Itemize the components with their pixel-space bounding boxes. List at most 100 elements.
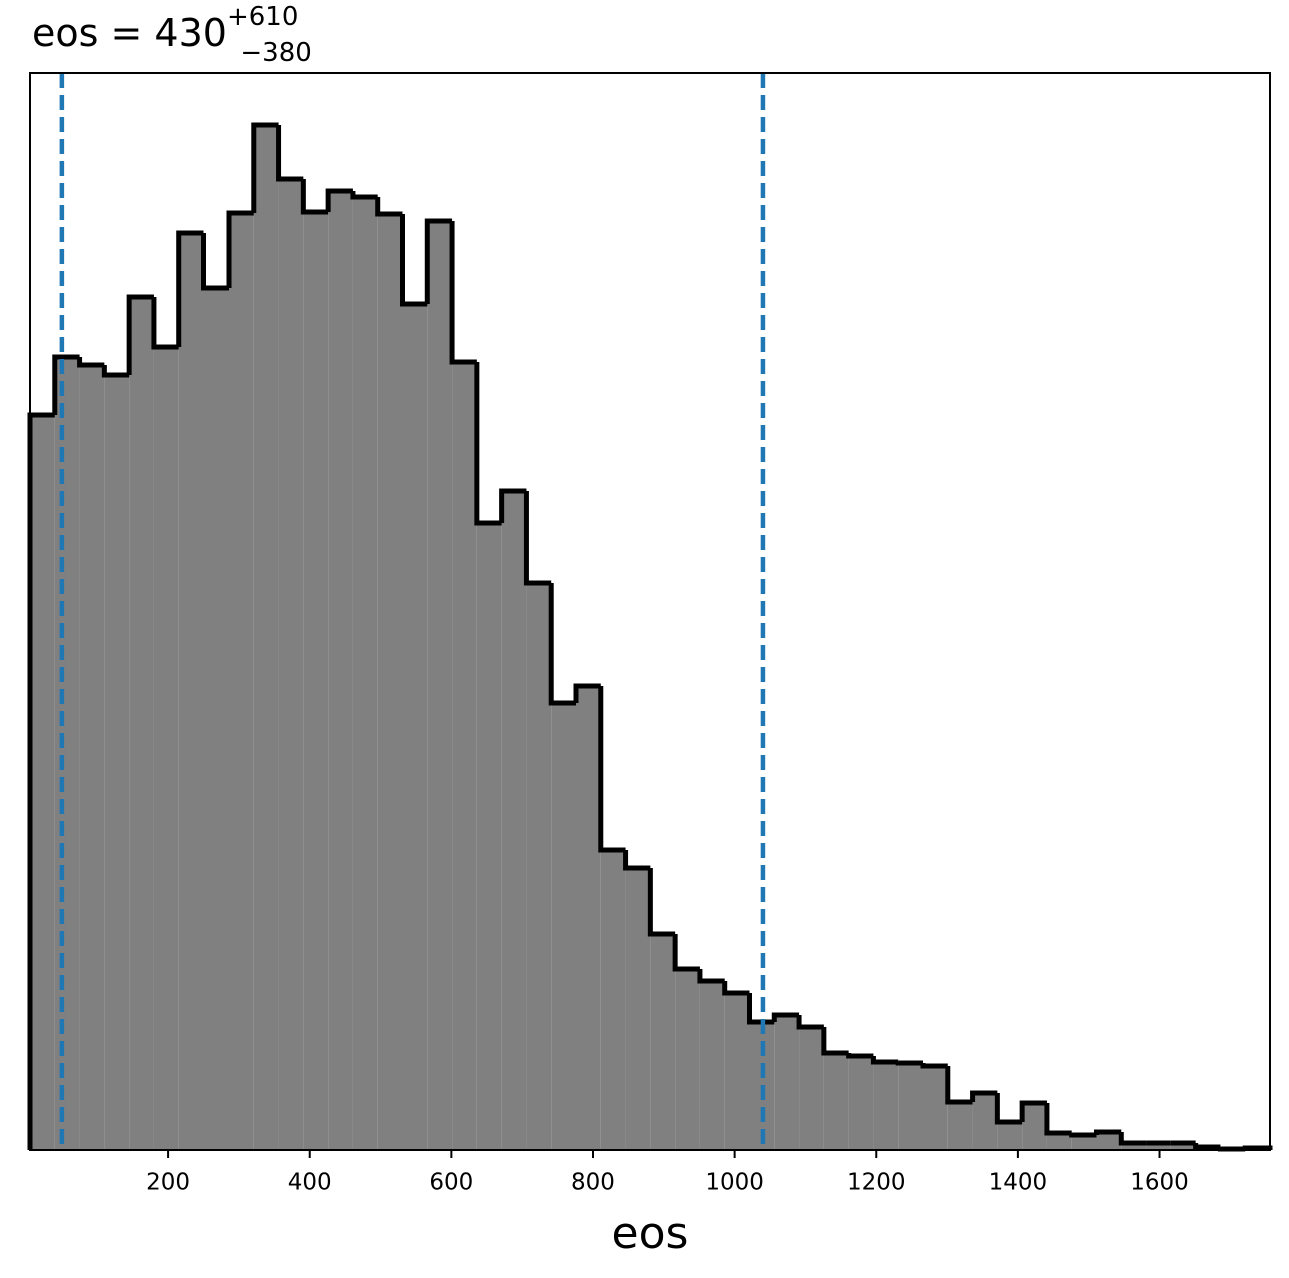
bar xyxy=(203,288,229,1150)
x-tick-label: 1400 xyxy=(989,1170,1048,1196)
bar xyxy=(328,191,353,1150)
bar-outline xyxy=(846,1053,874,1059)
bar-outline xyxy=(499,488,527,523)
bar-outline xyxy=(300,179,329,215)
bar xyxy=(675,969,700,1150)
bar-outline xyxy=(573,683,601,703)
bar xyxy=(947,1102,973,1150)
bar xyxy=(650,934,676,1150)
title-main: eos = 430 xyxy=(32,11,227,55)
bar xyxy=(54,357,80,1150)
bar-outline xyxy=(672,934,700,972)
bar xyxy=(104,375,130,1150)
bar xyxy=(873,1062,899,1150)
bar-outline xyxy=(399,214,428,307)
bar xyxy=(303,212,329,1150)
bar xyxy=(625,868,651,1150)
x-tick-label: 800 xyxy=(571,1170,615,1196)
bar xyxy=(427,221,453,1150)
bar-outline xyxy=(325,188,353,212)
bar-outline xyxy=(151,297,179,350)
bar-outline xyxy=(722,981,750,996)
bar-outline xyxy=(1044,1103,1072,1136)
bar-outline xyxy=(449,221,477,365)
bar xyxy=(228,213,254,1150)
bar-outline xyxy=(1069,1132,1097,1138)
bar xyxy=(1071,1135,1097,1150)
bar-outline xyxy=(870,1056,899,1065)
bar xyxy=(178,233,204,1150)
bar xyxy=(823,1053,849,1150)
bar-outline xyxy=(970,1090,998,1102)
bar-outline xyxy=(1217,1146,1246,1152)
title-sup: +610 xyxy=(227,2,298,32)
bar xyxy=(79,365,105,1150)
bar xyxy=(997,1122,1023,1150)
bar-outline xyxy=(523,491,552,586)
bar-outline xyxy=(276,125,304,182)
bar-outline xyxy=(697,969,725,984)
bar xyxy=(1170,1143,1196,1150)
bar-outline xyxy=(350,191,378,200)
bar xyxy=(253,125,279,1150)
bar-outline xyxy=(623,850,651,871)
bar xyxy=(402,304,428,1150)
bar-outline xyxy=(126,294,154,375)
bar-outline xyxy=(796,1015,824,1030)
bar xyxy=(501,491,527,1150)
bar xyxy=(848,1056,874,1150)
x-tick-label: 200 xyxy=(146,1170,190,1196)
x-tick-label: 1600 xyxy=(1130,1170,1189,1196)
bar-outline xyxy=(226,210,254,288)
bar xyxy=(1121,1143,1147,1150)
bar-outline xyxy=(647,868,676,937)
bar-outline xyxy=(52,354,80,415)
bar-outline xyxy=(1193,1143,1221,1150)
title-sub: −380 xyxy=(240,38,311,68)
x-tick-label: 1200 xyxy=(847,1170,906,1196)
bar xyxy=(799,1027,824,1150)
bar xyxy=(377,214,403,1150)
bar-outline xyxy=(101,365,130,378)
bar xyxy=(774,1015,800,1150)
bar xyxy=(153,347,179,1150)
plot-frame xyxy=(29,72,1271,1151)
bar-outline xyxy=(424,218,453,304)
bar-outline xyxy=(176,230,204,347)
bar xyxy=(575,686,601,1150)
bar xyxy=(352,197,378,1150)
bar-outline xyxy=(895,1060,923,1066)
bar-outline xyxy=(1094,1129,1122,1135)
bar xyxy=(551,703,576,1150)
bar-outline xyxy=(945,1066,973,1105)
x-tick-label: 600 xyxy=(429,1170,473,1196)
bar-outline xyxy=(474,362,502,526)
bar-outline xyxy=(1118,1132,1147,1146)
bar xyxy=(526,583,552,1150)
bar xyxy=(972,1093,998,1150)
bar-outline xyxy=(201,233,229,291)
bar-outline xyxy=(1019,1100,1047,1122)
bar-outline xyxy=(251,122,279,213)
bar xyxy=(452,362,477,1150)
bar-outline xyxy=(77,357,105,368)
bar-outline xyxy=(920,1063,948,1069)
bar xyxy=(699,981,725,1150)
x-axis-label: eos xyxy=(612,1208,689,1259)
chart-title: eos = 430+610 −380 xyxy=(32,2,312,68)
bar xyxy=(278,179,304,1150)
x-tick-label: 1000 xyxy=(705,1170,764,1196)
bar-outline xyxy=(598,686,626,853)
bar-outline xyxy=(821,1027,849,1056)
bar-outline xyxy=(548,583,576,706)
bar xyxy=(476,523,502,1150)
bar xyxy=(1046,1133,1072,1150)
bar xyxy=(129,297,154,1150)
x-tick-label: 400 xyxy=(288,1170,332,1196)
bar xyxy=(1022,1103,1047,1150)
bar-outline xyxy=(375,197,403,217)
bar xyxy=(724,993,750,1150)
bar xyxy=(922,1066,948,1150)
bar-outline xyxy=(994,1093,1023,1125)
